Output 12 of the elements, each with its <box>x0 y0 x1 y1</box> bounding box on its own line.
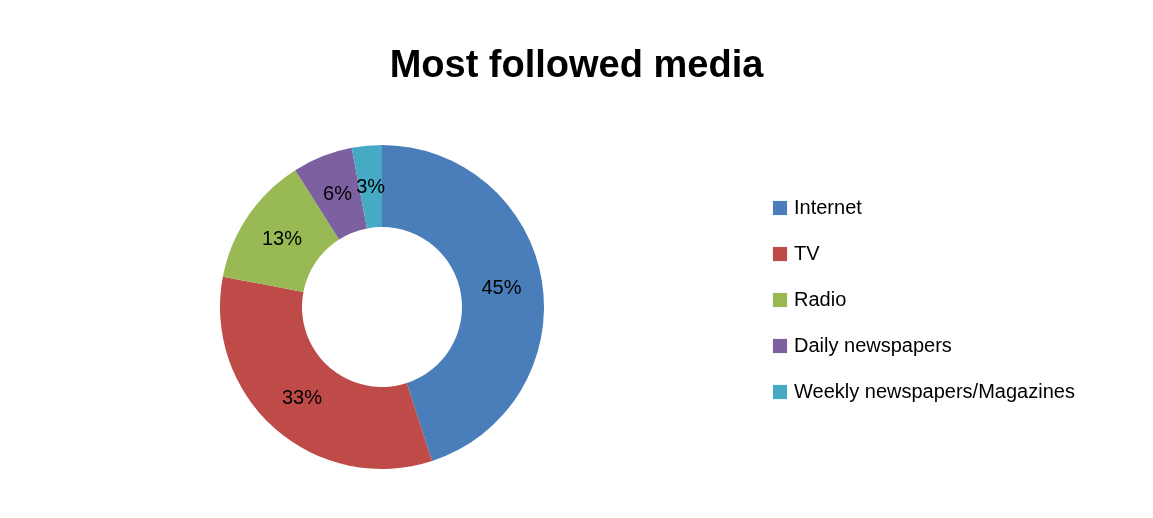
legend-label: TV <box>794 242 821 264</box>
legend-label: Daily newspapers <box>794 334 952 356</box>
chart-title: Most followed media <box>389 43 765 85</box>
legend-label: Internet <box>794 196 863 218</box>
data-label: 45% <box>481 276 522 299</box>
data-label: 13% <box>261 226 303 249</box>
data-label: 33% <box>281 385 323 408</box>
data-label: 3% <box>356 174 386 197</box>
donut-slice <box>220 276 433 469</box>
data-label: 6% <box>323 182 353 205</box>
legend-label: Radio <box>794 288 847 310</box>
legend-label: Weekly newspapers/Magazines <box>794 380 1075 402</box>
